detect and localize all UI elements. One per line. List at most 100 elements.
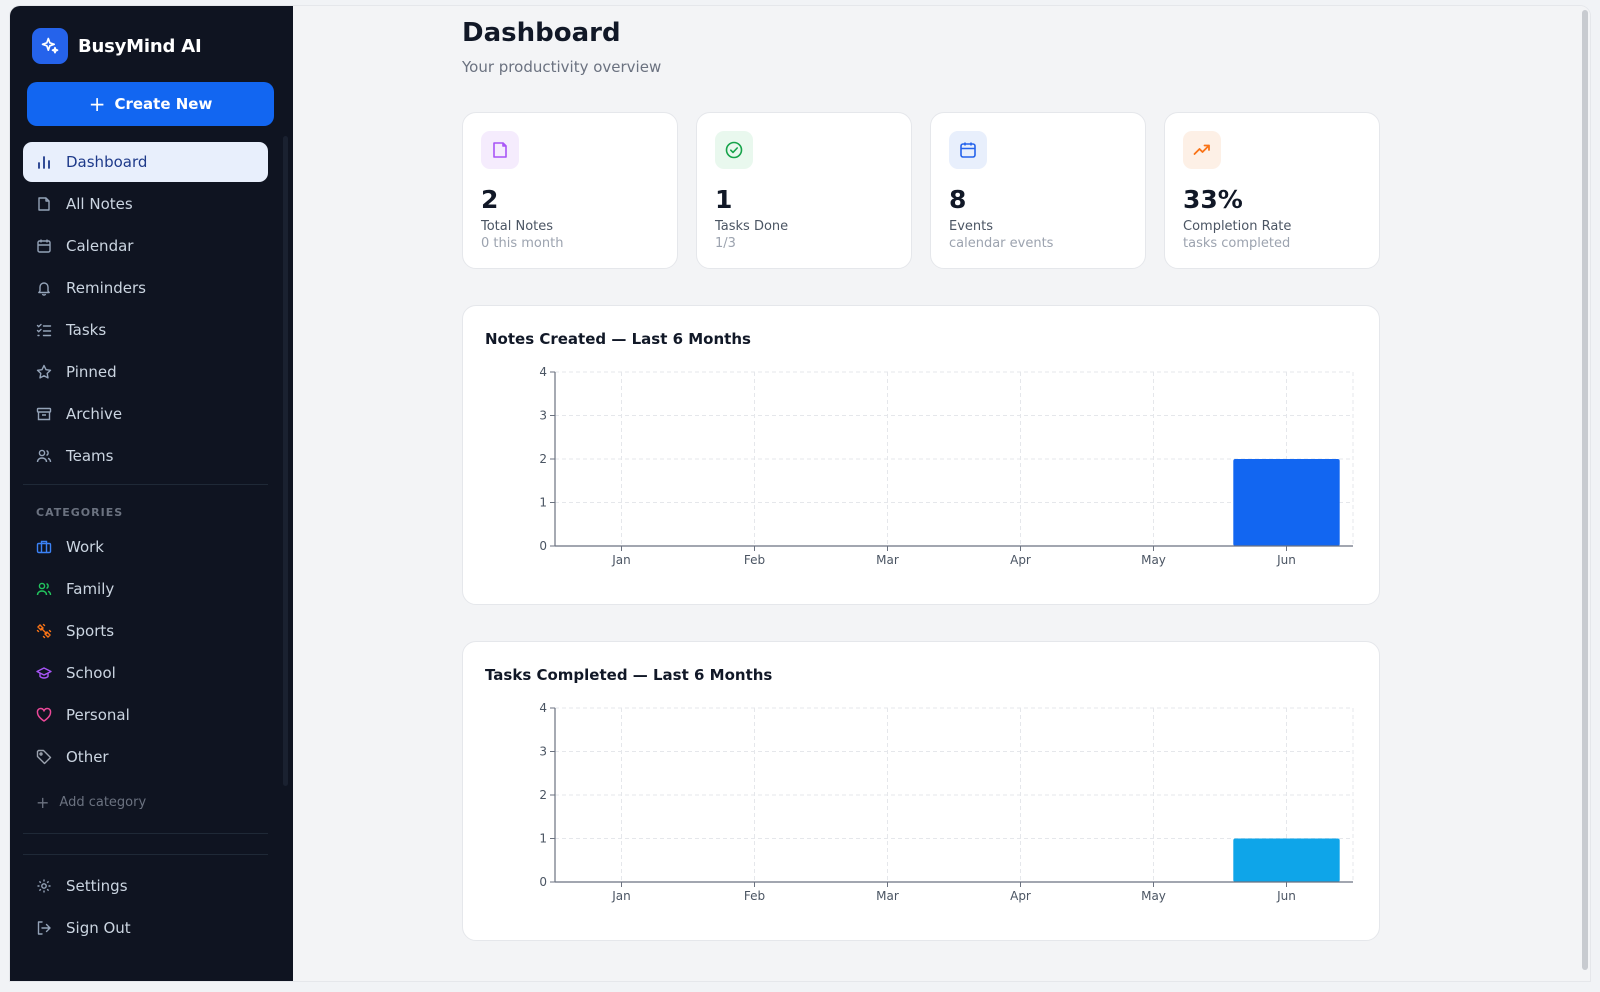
main-content: Dashboard Your productivity overview 2 T… (293, 6, 1590, 981)
category-other[interactable]: Other (23, 737, 268, 777)
stat-value: 33% (1183, 185, 1243, 214)
chart-card-tasks-completed: Tasks Completed — Last 6 Months 0 1 2 3 4 Jan… (462, 641, 1380, 941)
nav-item-reminders[interactable]: Reminders (23, 268, 268, 308)
chart-title: Tasks Completed — Last 6 Months (485, 666, 773, 684)
category-family[interactable]: Family (23, 569, 268, 609)
nav-item-teams[interactable]: Teams (23, 436, 268, 476)
bell-icon (36, 280, 52, 296)
x-tick-label: May (1141, 553, 1166, 567)
checklist-icon (36, 322, 52, 338)
brand[interactable]: BusyMind AI (32, 28, 202, 64)
stat-sub: 0 this month (481, 236, 564, 251)
sidebar: BusyMind AI + Create New Dashboard All N… (10, 6, 293, 981)
stat-label: Events (949, 219, 994, 234)
nav-label: Sign Out (66, 919, 131, 937)
y-tick-label: 4 (539, 365, 547, 379)
stat-card-tasks-done[interactable]: 1 Tasks Done 1/3 (696, 112, 912, 269)
nav-item-pinned[interactable]: Pinned (23, 352, 268, 392)
dumbbell-icon (36, 623, 52, 639)
category-sports[interactable]: Sports (23, 611, 268, 651)
category-label: Family (66, 580, 115, 598)
y-tick-label: 4 (539, 701, 547, 715)
nav-item-calendar[interactable]: Calendar (23, 226, 268, 266)
x-tick-label: Mar (876, 889, 899, 903)
heart-icon (36, 707, 52, 723)
stat-value: 1 (715, 185, 733, 214)
divider (23, 833, 268, 834)
stat-card-completion-rate[interactable]: 33% Completion Rate tasks completed (1164, 112, 1380, 269)
note-icon (36, 196, 52, 212)
stat-value: 8 (949, 185, 967, 214)
plus-icon: + (88, 92, 106, 116)
x-tick-label: Apr (1010, 553, 1031, 567)
stat-card-total-notes[interactable]: 2 Total Notes 0 this month (462, 112, 678, 269)
stat-sub: 1/3 (715, 236, 736, 251)
x-tick-label: Jan (611, 553, 631, 567)
nav-label: Calendar (66, 237, 134, 255)
bar-jun (1233, 838, 1340, 882)
x-tick-label: Mar (876, 553, 899, 567)
y-tick-label: 3 (539, 409, 547, 423)
stat-label: Total Notes (481, 219, 554, 234)
y-tick-label: 2 (539, 788, 547, 802)
tag-icon (36, 749, 52, 765)
page-title: Dashboard (462, 18, 621, 48)
nav-label: Settings (66, 877, 128, 895)
calendar-icon (36, 238, 52, 254)
sign-out-icon (36, 920, 52, 936)
y-tick-label: 1 (539, 496, 547, 510)
chart-title: Notes Created — Last 6 Months (485, 330, 751, 348)
category-label: Work (66, 538, 104, 556)
categories-title: CATEGORIES (36, 506, 124, 519)
nav-item-tasks[interactable]: Tasks (23, 310, 268, 350)
stat-sub: tasks completed (1183, 236, 1291, 251)
add-category-button[interactable]: + Add category (36, 793, 146, 812)
plus-icon: + (36, 793, 50, 812)
calendar-icon (949, 131, 987, 169)
trending-up-icon (1183, 131, 1221, 169)
nav-item-dashboard[interactable]: Dashboard (23, 142, 268, 182)
nav-label: Archive (66, 405, 123, 423)
nav-item-settings[interactable]: Settings (23, 866, 268, 906)
x-tick-label: Jun (1276, 553, 1296, 567)
tasks-completed-chart: 0 1 2 3 4 Jan Feb Mar Apr May Jun (539, 701, 1354, 903)
sidebar-scrollbar[interactable] (283, 136, 288, 786)
stat-label: Completion Rate (1183, 219, 1292, 234)
scrollbar-thumb[interactable] (1582, 10, 1588, 970)
nav-label: Tasks (66, 321, 107, 339)
gear-icon (36, 878, 52, 894)
y-tick-label: 0 (539, 875, 547, 889)
nav-item-all-notes[interactable]: All Notes (23, 184, 268, 224)
create-new-label: Create New (114, 95, 213, 113)
bar-chart-icon (36, 154, 52, 170)
nav-label: Teams (66, 447, 114, 465)
create-new-button[interactable]: + Create New (27, 82, 274, 126)
y-tick-label: 0 (539, 539, 547, 553)
nav-label: Reminders (66, 279, 146, 297)
page-scrollbar[interactable] (1580, 6, 1590, 981)
x-tick-label: Feb (744, 553, 765, 567)
category-school[interactable]: School (23, 653, 268, 693)
x-tick-label: Jun (1276, 889, 1296, 903)
categories-list: Work Family Sports School Personal Other (23, 527, 268, 779)
nav-item-archive[interactable]: Archive (23, 394, 268, 434)
stat-card-events[interactable]: 8 Events calendar events (930, 112, 1146, 269)
nav-label: Dashboard (66, 153, 148, 171)
nav-label: All Notes (66, 195, 133, 213)
app-window: BusyMind AI + Create New Dashboard All N… (10, 6, 1590, 981)
main-nav: Dashboard All Notes Calendar Reminders T… (23, 142, 268, 478)
divider (23, 484, 268, 485)
y-tick-label: 2 (539, 452, 547, 466)
check-circle-icon (715, 131, 753, 169)
bar-jun (1233, 459, 1340, 546)
briefcase-icon (36, 539, 52, 555)
users-icon (36, 448, 52, 464)
nav-item-sign-out[interactable]: Sign Out (23, 908, 268, 948)
brand-name: BusyMind AI (78, 35, 202, 57)
x-tick-label: Jan (611, 889, 631, 903)
category-label: Personal (66, 706, 130, 724)
page-subtitle: Your productivity overview (462, 58, 662, 76)
category-work[interactable]: Work (23, 527, 268, 567)
category-personal[interactable]: Personal (23, 695, 268, 735)
nav-label: Pinned (66, 363, 117, 381)
